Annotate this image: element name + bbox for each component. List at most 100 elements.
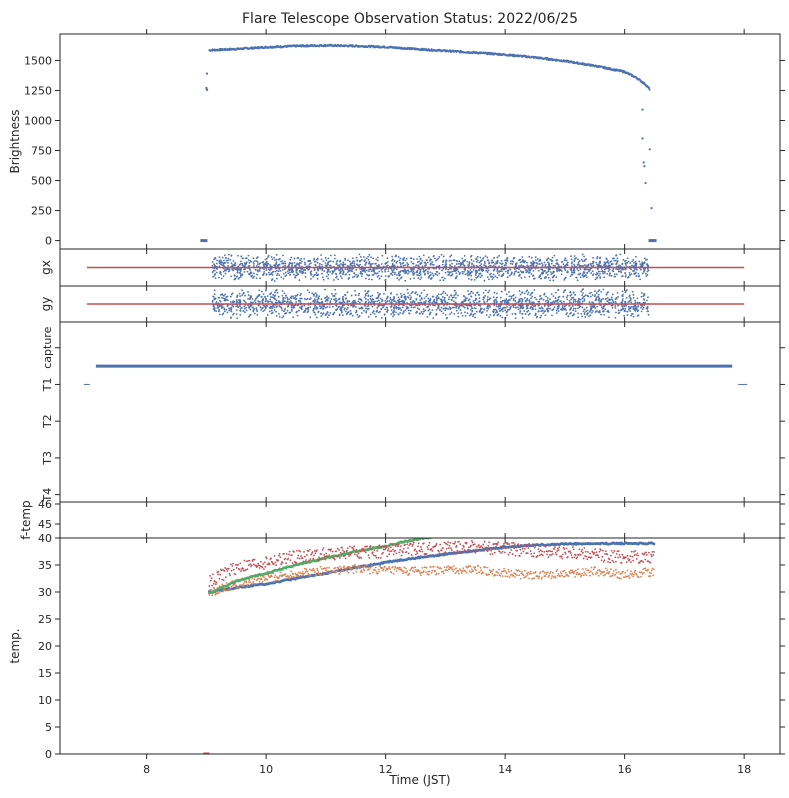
series-gx-0-point xyxy=(326,270,329,273)
series-gy-0-point xyxy=(401,312,404,315)
series-gy-0-point xyxy=(251,306,254,309)
series-gx-0-point xyxy=(391,255,394,258)
series-gx-0-point xyxy=(329,271,332,273)
series-gy-0-point xyxy=(543,305,546,307)
series-gy-0-point xyxy=(623,310,626,313)
y-tick-label-brightness: 250 xyxy=(31,205,52,218)
series-gy-0-point xyxy=(482,298,485,301)
series-gy-0-point xyxy=(444,307,447,310)
series-gy-0-point xyxy=(442,304,445,307)
series-gy-0-point xyxy=(353,304,356,307)
series-gy-0-point xyxy=(603,313,606,316)
series-gx-0-point xyxy=(493,257,495,259)
series-gx-0-point xyxy=(455,276,458,279)
series-gy-0-point xyxy=(407,292,409,294)
series-gx-0-point xyxy=(492,276,495,279)
series-gy-0-point xyxy=(369,313,372,316)
series-gx-0-point xyxy=(349,263,352,266)
series-gx-0-point xyxy=(253,263,255,265)
series-gy-0-point xyxy=(603,304,606,307)
series-gx-0-point xyxy=(226,268,229,271)
series-gx-0-point xyxy=(544,265,547,268)
series-gy-0-point xyxy=(247,304,249,307)
series-gy-0-point xyxy=(461,314,464,317)
series-gx-0-point xyxy=(291,264,293,267)
series-gx-0-point xyxy=(502,272,505,275)
series-gy-0-point xyxy=(423,297,426,300)
series-gx-0-point xyxy=(296,272,299,275)
series-gy-0-point xyxy=(383,313,386,316)
series-gx-0-point xyxy=(275,263,277,266)
series-gx-0-point xyxy=(566,263,569,266)
series-gx-0-point xyxy=(643,269,646,272)
series-gx-0-point xyxy=(322,276,324,279)
series-gx-0-point xyxy=(408,271,410,273)
series-gy-0-point xyxy=(428,300,431,303)
series-gx-0-point xyxy=(324,262,327,264)
series-gy-0-point xyxy=(610,296,613,299)
series-gx-0-point xyxy=(404,259,407,262)
series-gx-0-point xyxy=(315,274,318,277)
series-gy-0-point xyxy=(272,294,275,296)
series-gx-0-point xyxy=(364,277,367,280)
series-gy-0-point xyxy=(400,296,403,299)
series-gy-0-point xyxy=(283,292,286,295)
series-gy-0-point xyxy=(281,309,283,312)
series-gx-0-point xyxy=(511,263,514,265)
series-gy-0-point xyxy=(303,310,306,313)
series-gx-0-point xyxy=(459,264,462,267)
series-gx-0-point xyxy=(384,278,387,281)
series-gx-0-point xyxy=(342,261,345,264)
series-gx-0-point xyxy=(351,257,354,260)
series-gx-0-point xyxy=(541,265,544,267)
series-gy-0-point xyxy=(493,299,496,302)
series-gy-0-point xyxy=(415,311,417,314)
series-gx-0-point xyxy=(612,268,615,270)
series-gx-0-point xyxy=(592,261,595,264)
series-gx-0-point xyxy=(282,273,285,275)
series-gy-0-point xyxy=(406,288,409,291)
series-gx-0-point xyxy=(526,264,529,267)
series-gx-0-point xyxy=(442,261,444,263)
series-gx-0-point xyxy=(365,273,368,276)
series-gx-0-point xyxy=(444,261,447,264)
series-gx-0-point xyxy=(545,272,548,274)
series-gy-0-point xyxy=(642,298,645,300)
series-gy-0-point xyxy=(547,307,549,310)
series-gx-0-point xyxy=(263,270,266,273)
series-gx-0-point xyxy=(646,258,649,261)
series-gx-0-point xyxy=(223,269,226,271)
series-gy-0-point xyxy=(405,305,408,308)
series-gx-0-point xyxy=(277,264,279,267)
series-gy-0-point xyxy=(334,288,337,291)
series-gy-0-point xyxy=(603,310,605,312)
series-gy-0-point xyxy=(466,297,468,300)
series-gx-0-point xyxy=(547,263,550,266)
series-gy-0-point xyxy=(219,299,221,302)
series-gx-0-point xyxy=(478,269,480,272)
series-gx-0-point xyxy=(472,260,475,262)
series-gy-0-point xyxy=(324,306,327,309)
series-gx-0-point xyxy=(584,274,587,277)
series-gx-0-point xyxy=(498,274,501,277)
series-gy-0-point xyxy=(460,304,463,307)
series-gx-0-point xyxy=(346,271,349,274)
series-gx-0-point xyxy=(344,263,347,266)
series-gx-0-point xyxy=(438,272,441,275)
series-gx-0-point xyxy=(542,270,544,272)
series-gy-0-point xyxy=(450,294,453,297)
series-gx-0-point xyxy=(456,260,459,263)
series-gx-0-point xyxy=(385,262,388,265)
series-gy-0-point xyxy=(344,297,347,300)
series-gx-0-point xyxy=(304,263,306,266)
series-gy-0-point xyxy=(599,299,602,302)
series-gx-0-point xyxy=(457,270,460,273)
series-gy-0-point xyxy=(473,307,476,309)
series-gx-0-point xyxy=(629,262,632,264)
series-gx-0-point xyxy=(432,275,435,277)
series-gy-0-point xyxy=(618,311,621,314)
series-gy-0-point xyxy=(437,297,440,299)
series-gy-0-point xyxy=(486,305,489,308)
series-gy-0-point xyxy=(506,314,508,317)
series-gx-0-point xyxy=(440,253,443,256)
